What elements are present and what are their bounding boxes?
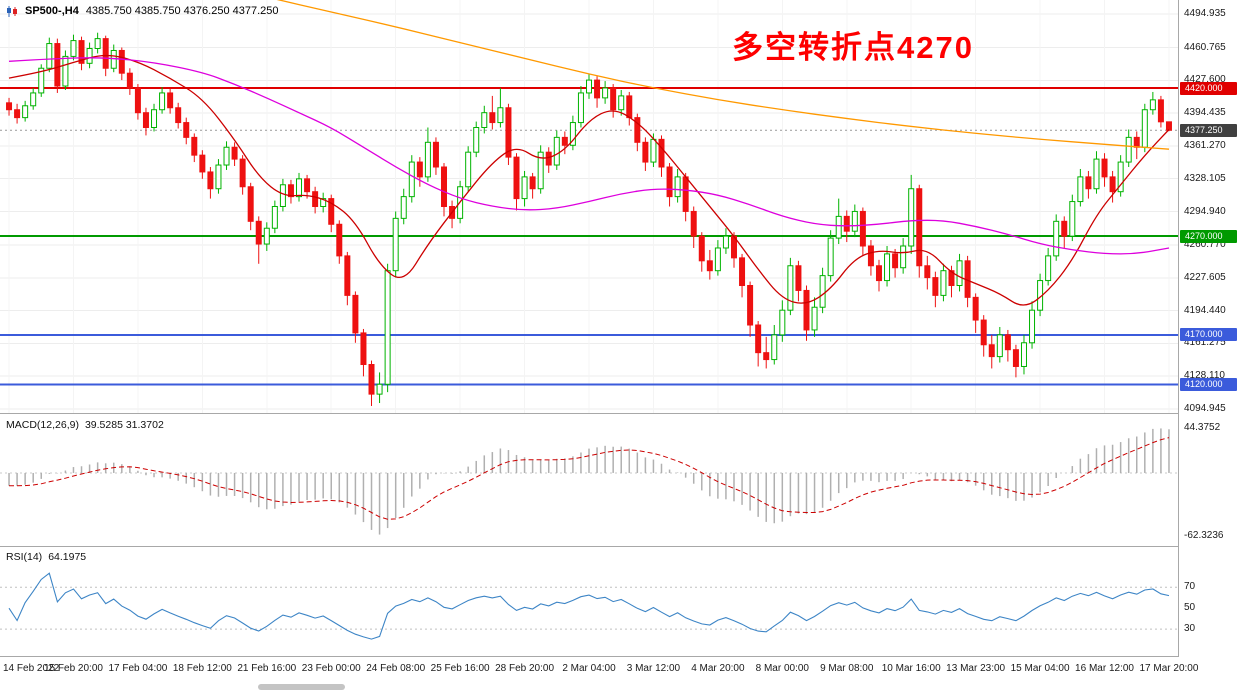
ma-long-line [276,0,1170,150]
ma-medium-line [8,57,1170,255]
horizontal-scrollbar [0,683,1241,691]
time-axis-label: 15 Mar 04:00 [1010,663,1070,674]
price-badge: 4170.000 [1180,328,1237,342]
rsi-axis-label: 70 [1184,581,1196,593]
time-axis-label: 23 Feb 00:00 [301,663,361,674]
chart-title: SP500-,H4 4385.750 4385.750 4376.250 437… [6,5,279,17]
time-axis-label: 25 Feb 16:00 [430,663,490,674]
price-axis-label: 4394.435 [1184,107,1226,119]
macd-indicator [0,428,1178,535]
rsi-axis-label: 50 [1184,602,1196,614]
time-axis-label: 2 Mar 04:00 [562,663,616,674]
time-axis-label: 13 Mar 23:00 [946,663,1006,674]
time-axis-label: 16 Mar 12:00 [1075,663,1134,674]
macd-panel-title: MACD(12,26,9) 39.5285 31.3702 [6,419,164,431]
price-axis-label: 4460.765 [1184,41,1226,53]
ma-fast-line [8,54,1170,306]
macd-label: MACD(12,26,9) [6,419,79,431]
time-axis-label: 28 Feb 20:00 [495,663,555,674]
price-badge: 4420.000 [1180,81,1237,95]
rsi-value: 64.1975 [48,551,87,563]
price-chart-layer [0,0,1178,413]
time-axis-label: 21 Feb 16:00 [237,663,297,674]
macd-axis-label: 44.3752 [1184,422,1221,433]
chart-icon [6,5,18,17]
price-axis[interactable]: 4494.935 4460.765 4427.600 4394.435 4361.270… [1179,0,1241,657]
time-axis-label: 14 Feb 2022 [3,663,60,674]
time-axis-label: 8 Mar 00:00 [755,663,809,674]
price-axis-label: 4294.940 [1184,205,1226,217]
time-axis-label: 3 Mar 12:00 [626,663,681,674]
macd-values: 39.5285 31.3702 [84,419,164,431]
price-axis-label: 4328.105 [1184,172,1226,184]
price-axis-label: 4361.270 [1184,139,1226,151]
price-axis-label: 4094.945 [1184,403,1226,414]
time-axis-label: 10 Mar 16:00 [881,663,941,674]
time-axis-label: 17 Mar 20:00 [1139,663,1199,674]
time-axis-label: 15 Feb 20:00 [44,663,103,674]
price-axis-label: 4227.605 [1184,271,1226,283]
macd-signal-line [9,437,1170,520]
time-axis-label: 17 Feb 04:00 [108,663,168,674]
price-badge: 4120.000 [1180,377,1237,391]
price-axis-label: 4194.440 [1184,304,1226,316]
time-axis-label: 9 Mar 08:00 [820,663,874,674]
macd-axis-label: -62.3236 [1184,530,1224,541]
symbol-timeframe-label: SP500-,H4 [25,5,79,17]
price-axis-label: 4260.770 [1184,239,1226,251]
time-axis-label: 24 Feb 08:00 [366,663,426,674]
rsi-indicator [0,572,1178,640]
rsi-panel-title: RSI(14) 64.1975 [6,551,86,563]
time-axis-label: 18 Feb 12:00 [172,663,232,674]
current-price-badge: 4377.250 [1180,123,1237,137]
time-axis-label: 4 Mar 20:00 [691,663,745,674]
price-axis-label: 4427.600 [1184,74,1226,86]
price-axis-label: 4161.275 [1184,337,1226,349]
ohlc-values: 4385.750 4385.750 4376.250 4377.250 [85,5,279,17]
price-axis-label: 4128.110 [1184,370,1225,382]
scrollbar-thumb[interactable] [258,684,345,690]
price-axis-label: 4494.935 [1184,8,1226,19]
price-badge: 4270.000 [1180,229,1237,243]
candlestick-series [6,32,1172,406]
annotation-text[interactable]: 多空转折点4270 [732,30,974,65]
rsi-axis-label: 30 [1184,623,1196,635]
time-axis[interactable]: 14 Feb 2022 15 Feb 20:00 17 Feb 04:00 18 Fe… [0,657,1241,683]
rsi-label: RSI(14) [6,551,43,563]
rsi-line [8,572,1170,640]
